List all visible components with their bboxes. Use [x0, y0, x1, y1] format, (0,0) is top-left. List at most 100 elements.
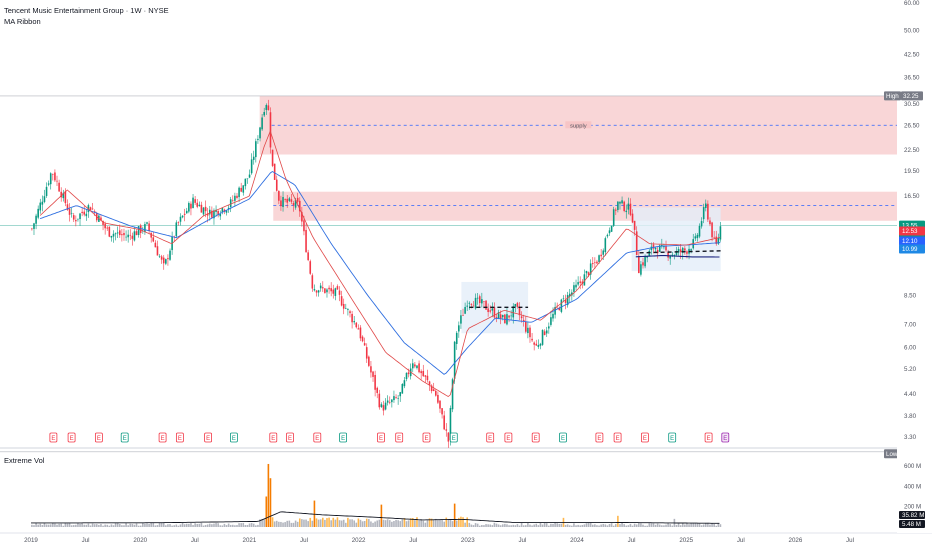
candle	[165, 258, 167, 266]
candle-body	[309, 261, 312, 274]
earnings-marker: E	[286, 432, 294, 443]
candle	[545, 326, 548, 337]
volume-bar	[638, 523, 640, 527]
candle-body	[684, 248, 686, 251]
earnings-marker: E	[486, 432, 495, 443]
candle	[292, 200, 295, 212]
volume-bar	[351, 519, 353, 527]
candle-body	[439, 400, 441, 409]
candle	[160, 254, 163, 264]
volume-bar	[359, 519, 362, 527]
candle-body	[451, 379, 454, 410]
volume-bar	[60, 523, 62, 527]
candle-body	[248, 174, 251, 178]
volume-bar	[169, 524, 171, 527]
candle	[571, 289, 573, 301]
candle-body	[432, 389, 435, 392]
candle	[234, 192, 236, 207]
volume-bar	[606, 525, 609, 527]
volume-bar	[156, 525, 159, 527]
candle-body	[575, 284, 577, 288]
candle-body	[656, 250, 659, 254]
candle-body	[621, 200, 623, 204]
volume-bar	[365, 518, 368, 527]
volume-bar	[516, 524, 519, 527]
volume-bar	[305, 519, 307, 527]
candle-body	[472, 305, 475, 307]
candle-body	[75, 220, 77, 222]
volume-bar	[380, 504, 383, 527]
candle-body	[679, 249, 682, 253]
candle	[336, 284, 339, 290]
candle-body	[583, 274, 586, 286]
candle-body	[591, 263, 594, 265]
earnings-marker: E	[531, 432, 540, 443]
candle	[533, 341, 535, 351]
candle	[202, 207, 205, 217]
volume-bar	[403, 518, 406, 527]
candle-body	[68, 208, 71, 215]
volume-bar	[556, 523, 558, 527]
volume-bar	[420, 519, 422, 527]
volume-bar	[686, 523, 688, 527]
volume-bar	[439, 519, 441, 527]
candle-body	[573, 285, 575, 292]
earnings-marker-letter: E	[51, 436, 55, 442]
volume-bar	[619, 524, 621, 527]
volume-bar	[338, 520, 341, 527]
volume-bar	[635, 524, 638, 527]
candle-body	[491, 308, 494, 311]
candle-body	[478, 296, 481, 304]
volume-bar	[257, 524, 259, 527]
candle	[612, 206, 615, 228]
volume-y-tick: 600 M	[904, 463, 921, 470]
candle-body	[501, 315, 504, 318]
candle-body	[340, 296, 343, 306]
volume-bar	[52, 522, 54, 527]
candle	[499, 310, 502, 325]
volume-bar	[315, 518, 318, 527]
earnings-marker-box	[49, 432, 58, 443]
volume-bar	[349, 519, 351, 527]
candle-body	[650, 246, 653, 251]
candle	[466, 300, 469, 311]
volume-current-labels: 35.82 M 5.48 M	[899, 511, 925, 528]
volume-bar	[430, 518, 433, 527]
volume-current-value: 35.82 M	[902, 512, 924, 519]
candle	[585, 270, 588, 278]
volume-bar	[294, 520, 297, 527]
candle-body	[177, 222, 180, 223]
candle	[347, 308, 349, 316]
candle-body	[711, 222, 713, 238]
candle	[37, 205, 39, 220]
volume-bar	[188, 523, 190, 527]
candle-body	[33, 223, 35, 229]
volume-bar	[633, 523, 636, 527]
candle	[267, 99, 270, 111]
volume-bar	[328, 517, 330, 527]
candle-body	[411, 363, 414, 369]
volume-bar	[223, 523, 226, 527]
candle-body	[278, 190, 280, 201]
volume-bar	[340, 520, 343, 527]
candle-body	[690, 249, 692, 251]
volume-bar	[520, 522, 523, 527]
volume-bar	[123, 525, 125, 527]
candle-body	[455, 332, 458, 344]
candle	[376, 386, 379, 399]
price-label-1: 12.53	[899, 226, 925, 236]
candle-body	[552, 313, 554, 319]
volume-bar	[345, 522, 347, 527]
candle-body	[512, 306, 515, 318]
volume-bars	[31, 463, 722, 527]
volume-bar	[405, 521, 408, 527]
volume-bar	[194, 523, 196, 527]
candle	[135, 229, 138, 236]
candle	[474, 293, 477, 310]
candle-body	[125, 236, 127, 238]
volume-bar	[227, 523, 230, 527]
x-tick-label: Jul	[518, 537, 526, 544]
candle	[31, 227, 33, 231]
candle-body	[336, 286, 339, 290]
